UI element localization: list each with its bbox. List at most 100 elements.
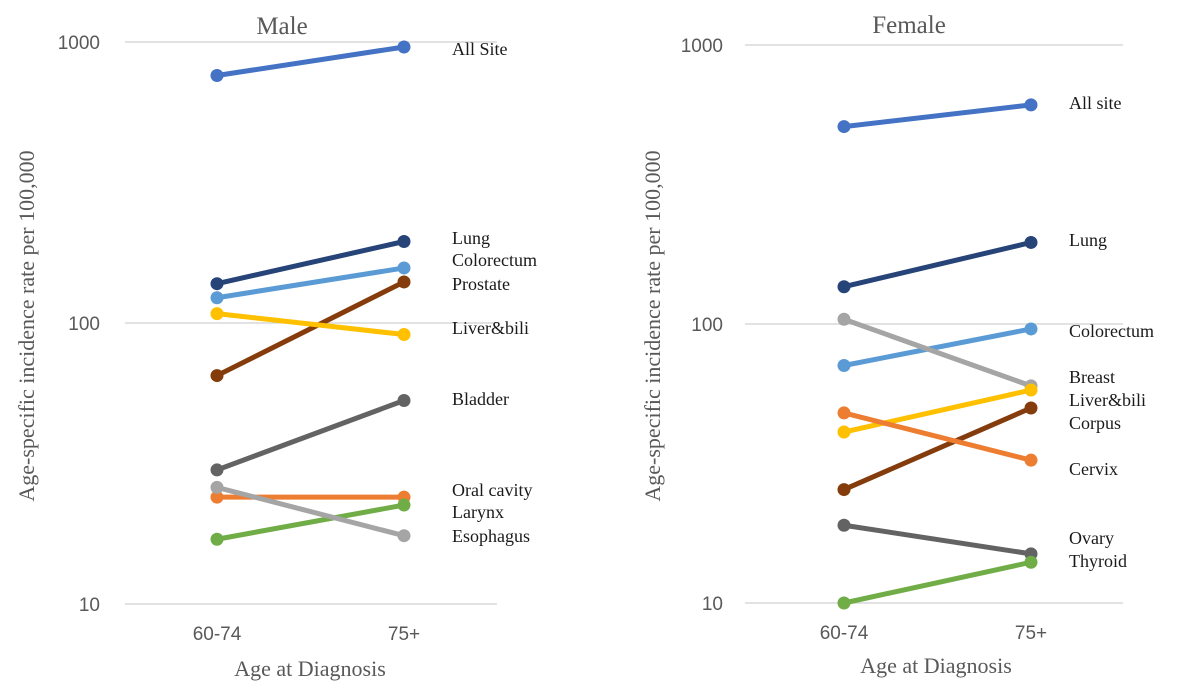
series-corpus: Corpus (837, 383, 1121, 439)
data-point (837, 406, 851, 420)
series-label: Corpus (1069, 413, 1121, 433)
series-label: All site (1069, 93, 1122, 113)
series-lung: Lung (210, 228, 490, 291)
series-label: Prostate (452, 274, 510, 294)
series-label: Larynx (452, 502, 504, 522)
series-label: All Site (452, 39, 508, 59)
series-line (841, 405, 1034, 493)
x-tick-label: 75+ (388, 624, 420, 645)
series-line (214, 279, 407, 379)
data-point (1024, 235, 1038, 249)
data-point (1024, 98, 1038, 112)
series-line (841, 316, 1034, 389)
data-point (210, 490, 224, 504)
y-tick-label: 100 (691, 315, 723, 336)
x-axis-title: Age at Diagnosis (860, 653, 1012, 678)
x-tick-label: 75+ (1015, 623, 1047, 644)
x-tick-label: 60-74 (820, 623, 869, 644)
y-tick-label: 10 (702, 594, 723, 615)
data-point (210, 532, 224, 546)
female-panel: 10 100 1000 60-74 75+ Female Age at Diagnosis A… (640, 12, 1154, 678)
series-line (214, 397, 407, 473)
series-all-site: All Site (210, 39, 508, 82)
series-line (841, 102, 1034, 130)
data-point (397, 498, 411, 512)
data-point (210, 307, 224, 321)
series-colorectum: Colorectum (210, 250, 537, 305)
data-point (397, 529, 411, 543)
series-larynx: Larynx (210, 498, 504, 546)
series-line (214, 484, 407, 539)
data-point (837, 596, 851, 610)
data-point (210, 291, 224, 305)
y-tick-label: 100 (68, 314, 100, 335)
series-cervix: Cervix (837, 406, 1118, 479)
data-point (1024, 401, 1038, 415)
series-line (841, 522, 1034, 557)
series-thyroid: Thyroid (837, 551, 1127, 610)
panel-title: Male (256, 13, 307, 40)
y-tick-label: 10 (79, 595, 100, 616)
data-point (837, 312, 851, 326)
male-panel: 10 100 1000 60-74 75+ Male Age at Diagnosis Age… (14, 13, 537, 681)
data-point (397, 393, 411, 407)
data-point (210, 480, 224, 494)
series-line (214, 265, 407, 301)
data-point (210, 277, 224, 291)
series-liver-bili: Liver&bili (837, 390, 1146, 497)
series-label: Lung (1069, 230, 1107, 250)
series-label: Ovary (1069, 528, 1114, 548)
series-lung: Lung (837, 230, 1107, 294)
data-point (397, 275, 411, 289)
y-axis-title: Age-specific incidence rate per 100,000 (14, 150, 39, 501)
series-line (841, 326, 1034, 368)
series-prostate: Prostate (210, 274, 510, 383)
y-tick-label: 1000 (58, 33, 100, 54)
x-tick-label: 60-74 (193, 624, 242, 645)
series-label: Oral cavity (452, 480, 532, 500)
series-label: Bladder (452, 389, 509, 409)
series-all-site: All site (837, 93, 1122, 134)
data-point (397, 261, 411, 275)
series-line (214, 502, 407, 542)
series-line (841, 410, 1034, 463)
data-point (1024, 453, 1038, 467)
data-point (837, 280, 851, 294)
series-line (841, 559, 1034, 606)
series-label: Colorectum (1069, 321, 1154, 341)
series-line (841, 387, 1034, 435)
data-point (210, 463, 224, 477)
series-line (214, 311, 407, 338)
series-label: Esophagus (452, 526, 530, 546)
series-liver-bili: Liver&bili (210, 307, 529, 342)
series-line (214, 44, 407, 78)
data-point (837, 518, 851, 532)
data-point (1024, 322, 1038, 336)
y-tick-label: 1000 (681, 36, 723, 57)
series-line (214, 239, 407, 287)
data-point (1024, 383, 1038, 397)
data-point (837, 425, 851, 439)
series-label: Thyroid (1069, 551, 1127, 571)
x-axis-title: Age at Diagnosis (234, 656, 386, 681)
series-label: Liver&bili (1069, 390, 1146, 410)
panel-title: Female (872, 12, 946, 39)
series-label: Liver&bili (452, 318, 529, 338)
data-point (1024, 555, 1038, 569)
series-label: Cervix (1069, 459, 1118, 479)
data-point (397, 328, 411, 342)
series-esophagus: Esophagus (210, 480, 530, 546)
series-label: Lung (452, 228, 490, 248)
series-bladder: Bladder (210, 389, 509, 477)
data-point (210, 68, 224, 82)
data-point (397, 235, 411, 249)
series-colorectum: Colorectum (837, 321, 1154, 372)
data-point (837, 358, 851, 372)
y-axis-title: Age-specific incidence rate per 100,000 (640, 150, 665, 501)
data-point (210, 369, 224, 383)
data-point (837, 120, 851, 134)
data-point (397, 40, 411, 54)
series-line (841, 239, 1034, 290)
series-label: Breast (1069, 367, 1115, 387)
